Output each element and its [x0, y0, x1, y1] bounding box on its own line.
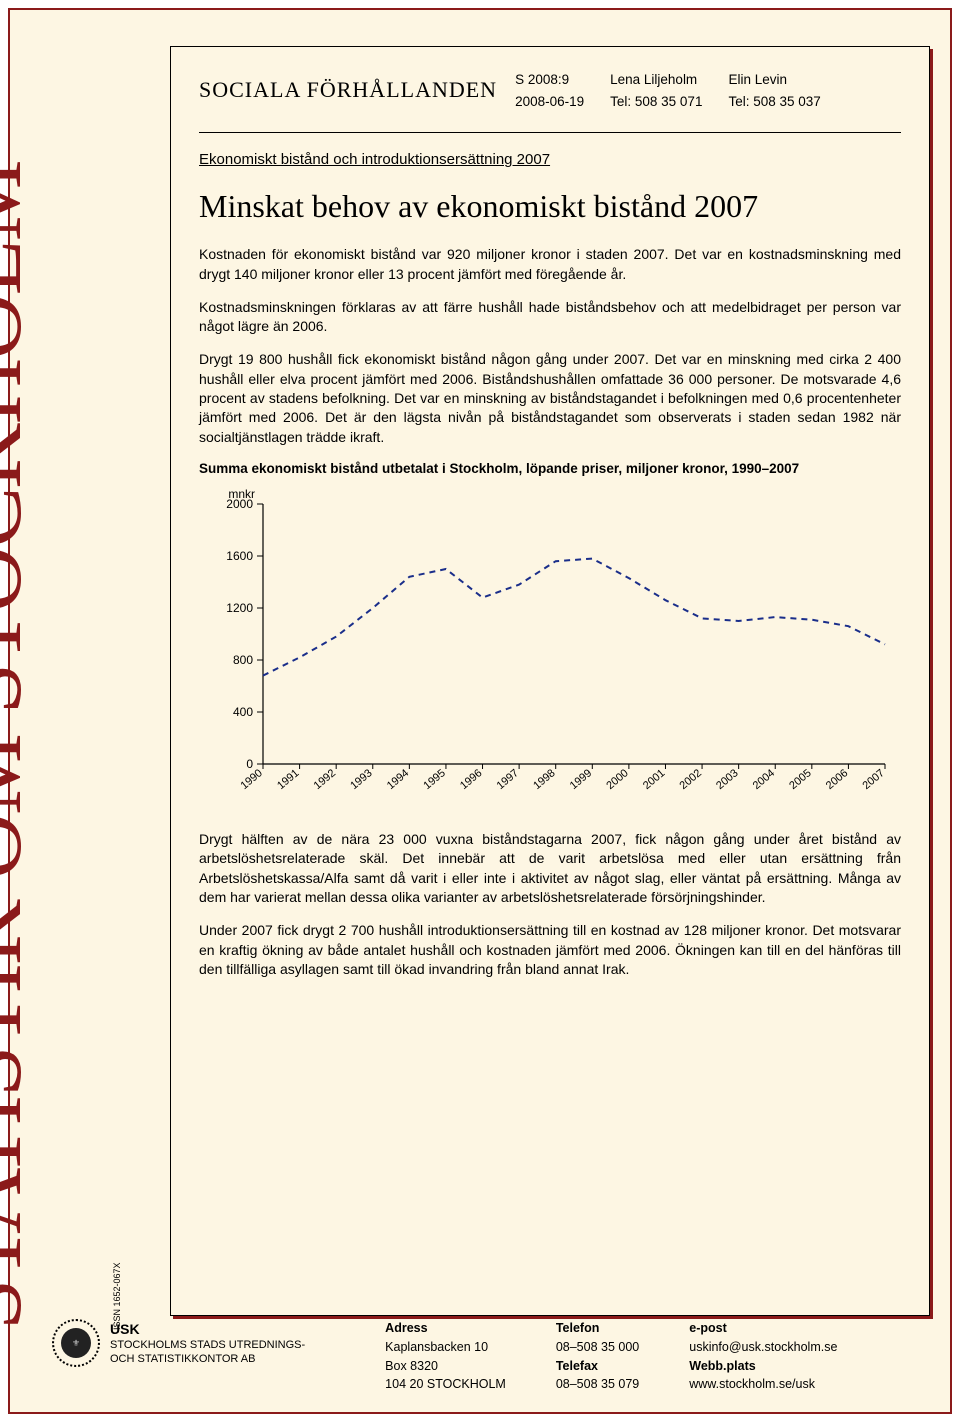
svg-text:2000: 2000: [226, 497, 253, 511]
chart-svg: mnkr040080012001600200019901991199219931…: [199, 482, 899, 812]
email-heading: e-post: [689, 1319, 837, 1338]
svg-text:800: 800: [233, 653, 253, 667]
footer-columns: Adress Kaplansbacken 10 Box 8320 104 20 …: [385, 1319, 837, 1394]
document-title: Minskat behov av ekonomiskt bistånd 2007: [199, 188, 901, 225]
phone-heading: Telefon: [556, 1319, 639, 1338]
address-line1: Kaplansbacken 10: [385, 1338, 506, 1357]
issue-date: 2008-06-19: [515, 91, 584, 113]
fax-number: 08–508 35 079: [556, 1375, 639, 1394]
fax-heading: Telefax: [556, 1357, 639, 1376]
main-content-frame: SOCIALA FÖRHÅLLANDEN S 2008:9 2008-06-19…: [170, 46, 930, 1316]
header-col-author2: Elin Levin Tel: 508 35 037: [728, 69, 820, 112]
paragraph-5: Under 2007 fick drygt 2 700 hushåll intr…: [199, 921, 901, 979]
paragraph-2: Kostnadsminskningen förklaras av att fär…: [199, 298, 901, 337]
header-row: SOCIALA FÖRHÅLLANDEN S 2008:9 2008-06-19…: [199, 69, 901, 133]
org-short: USK: [110, 1320, 305, 1338]
org-line1: STOCKHOLMS STADS UTREDNINGS-: [110, 1338, 305, 1352]
author1-tel: Tel: 508 35 071: [610, 91, 702, 113]
footer-col-address: Adress Kaplansbacken 10 Box 8320 104 20 …: [385, 1319, 506, 1394]
org-name: USK STOCKHOLMS STADS UTREDNINGS- OCH STA…: [110, 1320, 305, 1367]
org-line2: OCH STATISTIKKONTOR AB: [110, 1352, 305, 1366]
paragraph-1: Kostnaden för ekonomiskt bistånd var 920…: [199, 245, 901, 284]
address-line3: 104 20 STOCKHOLM: [385, 1375, 506, 1394]
seal-inner-icon: ⚜: [61, 1328, 91, 1358]
header-meta: S 2008:9 2008-06-19 Lena Liljeholm Tel: …: [515, 69, 821, 112]
chart-container: mnkr040080012001600200019901991199219931…: [199, 482, 901, 812]
svg-text:1200: 1200: [226, 601, 253, 615]
email-value: uskinfo@usk.stockholm.se: [689, 1338, 837, 1357]
svg-text:0: 0: [246, 757, 253, 771]
chart-caption: Summa ekonomiskt bistånd utbetalat i Sto…: [199, 461, 901, 476]
author2-name: Elin Levin: [728, 69, 820, 91]
series-title: SOCIALA FÖRHÅLLANDEN: [199, 69, 497, 103]
issue-number: S 2008:9: [515, 69, 584, 91]
header-col-author1: Lena Liljeholm Tel: 508 35 071: [610, 69, 702, 112]
document-subtitle: Ekonomiskt bistånd och introduktionsersä…: [199, 151, 901, 168]
address-heading: Adress: [385, 1319, 506, 1338]
sidebar: STATISTIK OM STOCKHOLM: [32, 40, 142, 1330]
sidebar-title: STATISTIK OM STOCKHOLM: [0, 161, 42, 1330]
paragraph-3: Drygt 19 800 hushåll fick ekonomiskt bis…: [199, 350, 901, 447]
page-frame: STATISTIK OM STOCKHOLM ISSN 1652-067X SO…: [8, 8, 952, 1414]
paragraph-4: Drygt hälften av de nära 23 000 vuxna bi…: [199, 830, 901, 907]
website-heading: Webb.plats: [689, 1357, 837, 1376]
logo-block: ⚜ USK STOCKHOLMS STADS UTREDNINGS- OCH S…: [52, 1319, 305, 1367]
phone-number: 08–508 35 000: [556, 1338, 639, 1357]
author2-tel: Tel: 508 35 037: [728, 91, 820, 113]
address-line2: Box 8320: [385, 1357, 506, 1376]
header-col-issue: S 2008:9 2008-06-19: [515, 69, 584, 112]
svg-text:1600: 1600: [226, 549, 253, 563]
page-footer: ⚜ USK STOCKHOLMS STADS UTREDNINGS- OCH S…: [52, 1319, 932, 1394]
city-seal-icon: ⚜: [52, 1319, 100, 1367]
footer-col-phone: Telefon 08–508 35 000 Telefax 08–508 35 …: [556, 1319, 639, 1394]
author1-name: Lena Liljeholm: [610, 69, 702, 91]
footer-col-web: e-post uskinfo@usk.stockholm.se Webb.pla…: [689, 1319, 837, 1394]
website-value: www.stockholm.se/usk: [689, 1375, 837, 1394]
svg-text:400: 400: [233, 705, 253, 719]
